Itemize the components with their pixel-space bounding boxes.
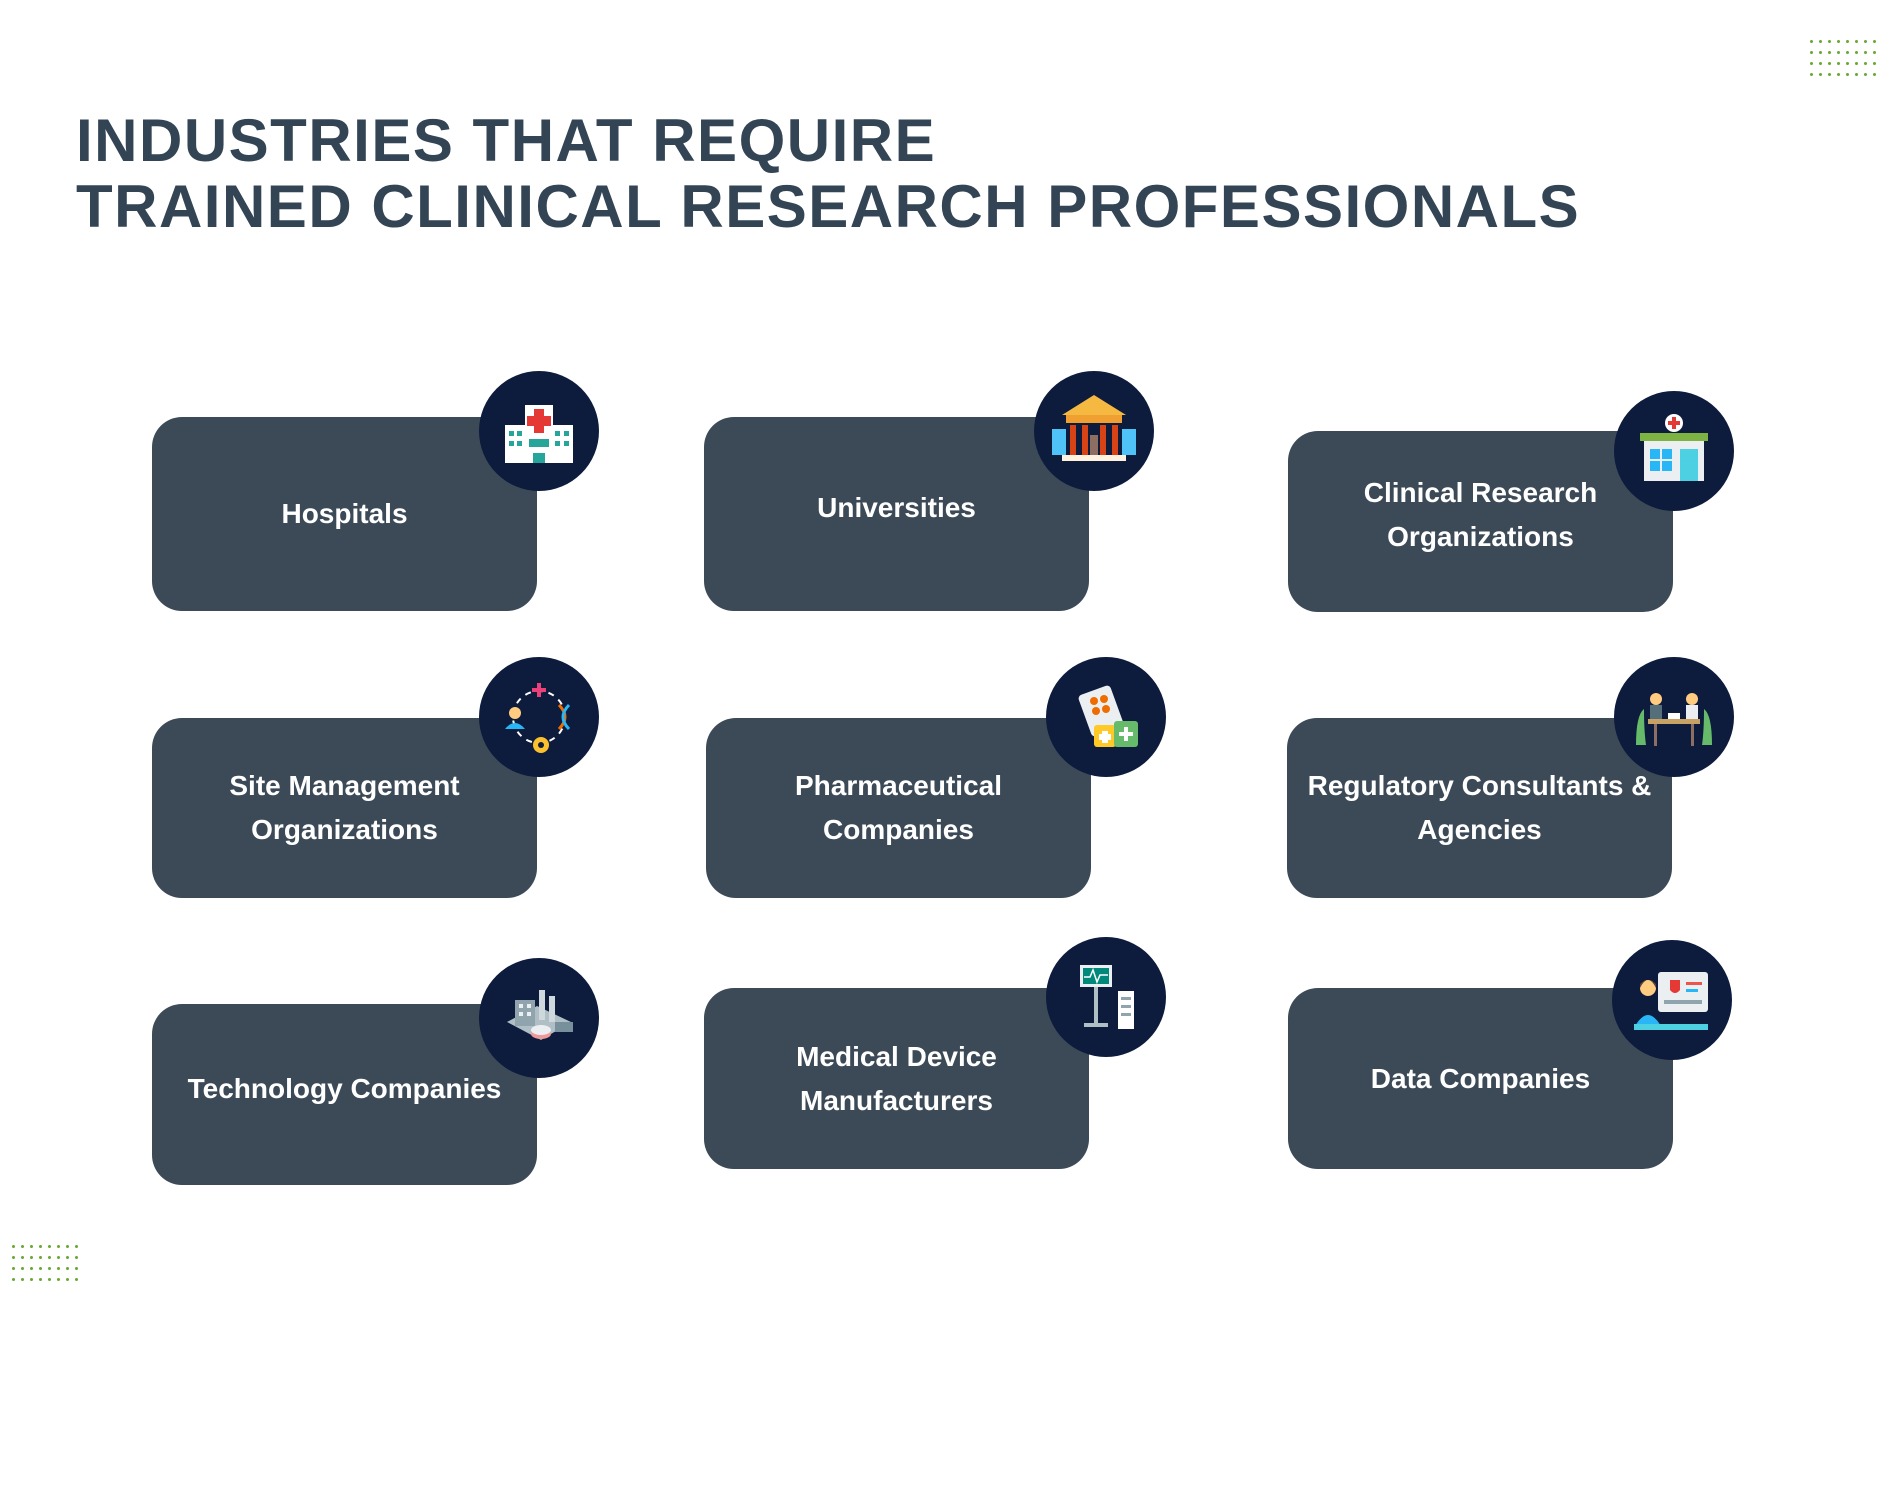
decorative-dot: [12, 1245, 15, 1248]
page-title: INDUSTRIES THAT REQUIRE TRAINED CLINICAL…: [76, 108, 1580, 240]
decorative-dot: [75, 1278, 78, 1281]
decorative-dot: [57, 1278, 60, 1281]
decorative-dot: [30, 1267, 33, 1270]
decorative-dot: [21, 1256, 24, 1259]
decorative-dot: [12, 1278, 15, 1281]
decorative-dot: [66, 1245, 69, 1248]
decorative-dot: [12, 1256, 15, 1259]
industry-label: Medical Device Manufacturers: [796, 1040, 997, 1116]
decorative-dot: [1819, 51, 1822, 54]
decorative-dot: [66, 1278, 69, 1281]
decorative-dot: [1873, 73, 1876, 76]
research-network-icon: [479, 657, 599, 777]
title-line-1: INDUSTRIES THAT REQUIRE: [76, 107, 937, 174]
decorative-dot: [1828, 40, 1831, 43]
industry-label: Regulatory Consultants & Agencies: [1307, 770, 1652, 845]
decorative-dot: [75, 1267, 78, 1270]
decorative-dot: [1810, 62, 1813, 65]
decorative-dot: [1846, 73, 1849, 76]
decorative-dots-top-right: [1810, 40, 1876, 76]
industry-card-cros: Clinical Research Organizations: [1288, 431, 1673, 612]
factory-icon: [479, 958, 599, 1078]
decorative-dot: [1810, 51, 1813, 54]
industry-label: Universities: [817, 492, 976, 523]
medicine-icon: [1046, 657, 1166, 777]
decorative-dot: [57, 1256, 60, 1259]
decorative-dot: [21, 1245, 24, 1248]
decorative-dot: [21, 1267, 24, 1270]
decorative-dot: [57, 1267, 60, 1270]
decorative-dot: [1819, 73, 1822, 76]
industry-label: Pharmaceutical Companies: [795, 770, 1002, 845]
decorative-dots-bottom-left: [12, 1245, 78, 1281]
decorative-dot: [1828, 51, 1831, 54]
decorative-dot: [1837, 62, 1840, 65]
decorative-dot: [1837, 40, 1840, 43]
decorative-dot: [57, 1245, 60, 1248]
decorative-dot: [1846, 62, 1849, 65]
industry-label: Site Management Organizations: [229, 770, 460, 845]
decorative-dot: [48, 1256, 51, 1259]
decorative-dot: [1864, 62, 1867, 65]
decorative-dot: [1837, 73, 1840, 76]
industry-card-pharma: Pharmaceutical Companies: [706, 718, 1091, 898]
clinic-icon: [1614, 391, 1734, 511]
industry-label: Hospitals: [281, 498, 408, 529]
decorative-dot: [30, 1245, 33, 1248]
decorative-dot: [1855, 40, 1858, 43]
title-line-2: TRAINED CLINICAL RESEARCH PROFESSIONALS: [76, 173, 1581, 240]
data-analysis-icon: [1612, 940, 1732, 1060]
decorative-dot: [39, 1256, 42, 1259]
decorative-dot: [1810, 40, 1813, 43]
decorative-dot: [12, 1267, 15, 1270]
decorative-dot: [1864, 51, 1867, 54]
decorative-dot: [75, 1256, 78, 1259]
decorative-dot: [1819, 40, 1822, 43]
decorative-dot: [39, 1267, 42, 1270]
decorative-dot: [39, 1245, 42, 1248]
decorative-dot: [30, 1278, 33, 1281]
industry-card-medical-devices: Medical Device Manufacturers: [704, 988, 1089, 1169]
decorative-dot: [48, 1267, 51, 1270]
decorative-dot: [1855, 73, 1858, 76]
industry-card-technology: Technology Companies: [152, 1004, 537, 1185]
decorative-dot: [1846, 51, 1849, 54]
decorative-dot: [66, 1267, 69, 1270]
decorative-dot: [1819, 62, 1822, 65]
decorative-dot: [21, 1278, 24, 1281]
decorative-dot: [1855, 51, 1858, 54]
decorative-dot: [1873, 40, 1876, 43]
decorative-dot: [1810, 73, 1813, 76]
industry-card-regulatory: Regulatory Consultants & Agencies: [1287, 718, 1672, 898]
decorative-dot: [1837, 51, 1840, 54]
decorative-dot: [1846, 40, 1849, 43]
university-icon: [1034, 371, 1154, 491]
decorative-dot: [1828, 73, 1831, 76]
decorative-dot: [1873, 51, 1876, 54]
decorative-dot: [48, 1245, 51, 1248]
decorative-dot: [30, 1256, 33, 1259]
decorative-dot: [48, 1278, 51, 1281]
industry-card-hospitals: Hospitals: [152, 417, 537, 611]
decorative-dot: [1864, 40, 1867, 43]
industry-label: Clinical Research Organizations: [1363, 476, 1598, 552]
decorative-dot: [1855, 62, 1858, 65]
decorative-dot: [1873, 62, 1876, 65]
industry-card-smos: Site Management Organizations: [152, 718, 537, 898]
industry-card-universities: Universities: [704, 417, 1089, 611]
decorative-dot: [1864, 73, 1867, 76]
decorative-dot: [66, 1256, 69, 1259]
consultation-icon: [1614, 657, 1734, 777]
decorative-dot: [1828, 62, 1831, 65]
decorative-dot: [75, 1245, 78, 1248]
decorative-dot: [39, 1278, 42, 1281]
medical-device-icon: [1046, 937, 1166, 1057]
industry-label: Data Companies: [1370, 1062, 1591, 1094]
hospital-icon: [479, 371, 599, 491]
industry-card-data: Data Companies: [1288, 988, 1673, 1169]
industry-label: Technology Companies: [187, 1072, 502, 1104]
